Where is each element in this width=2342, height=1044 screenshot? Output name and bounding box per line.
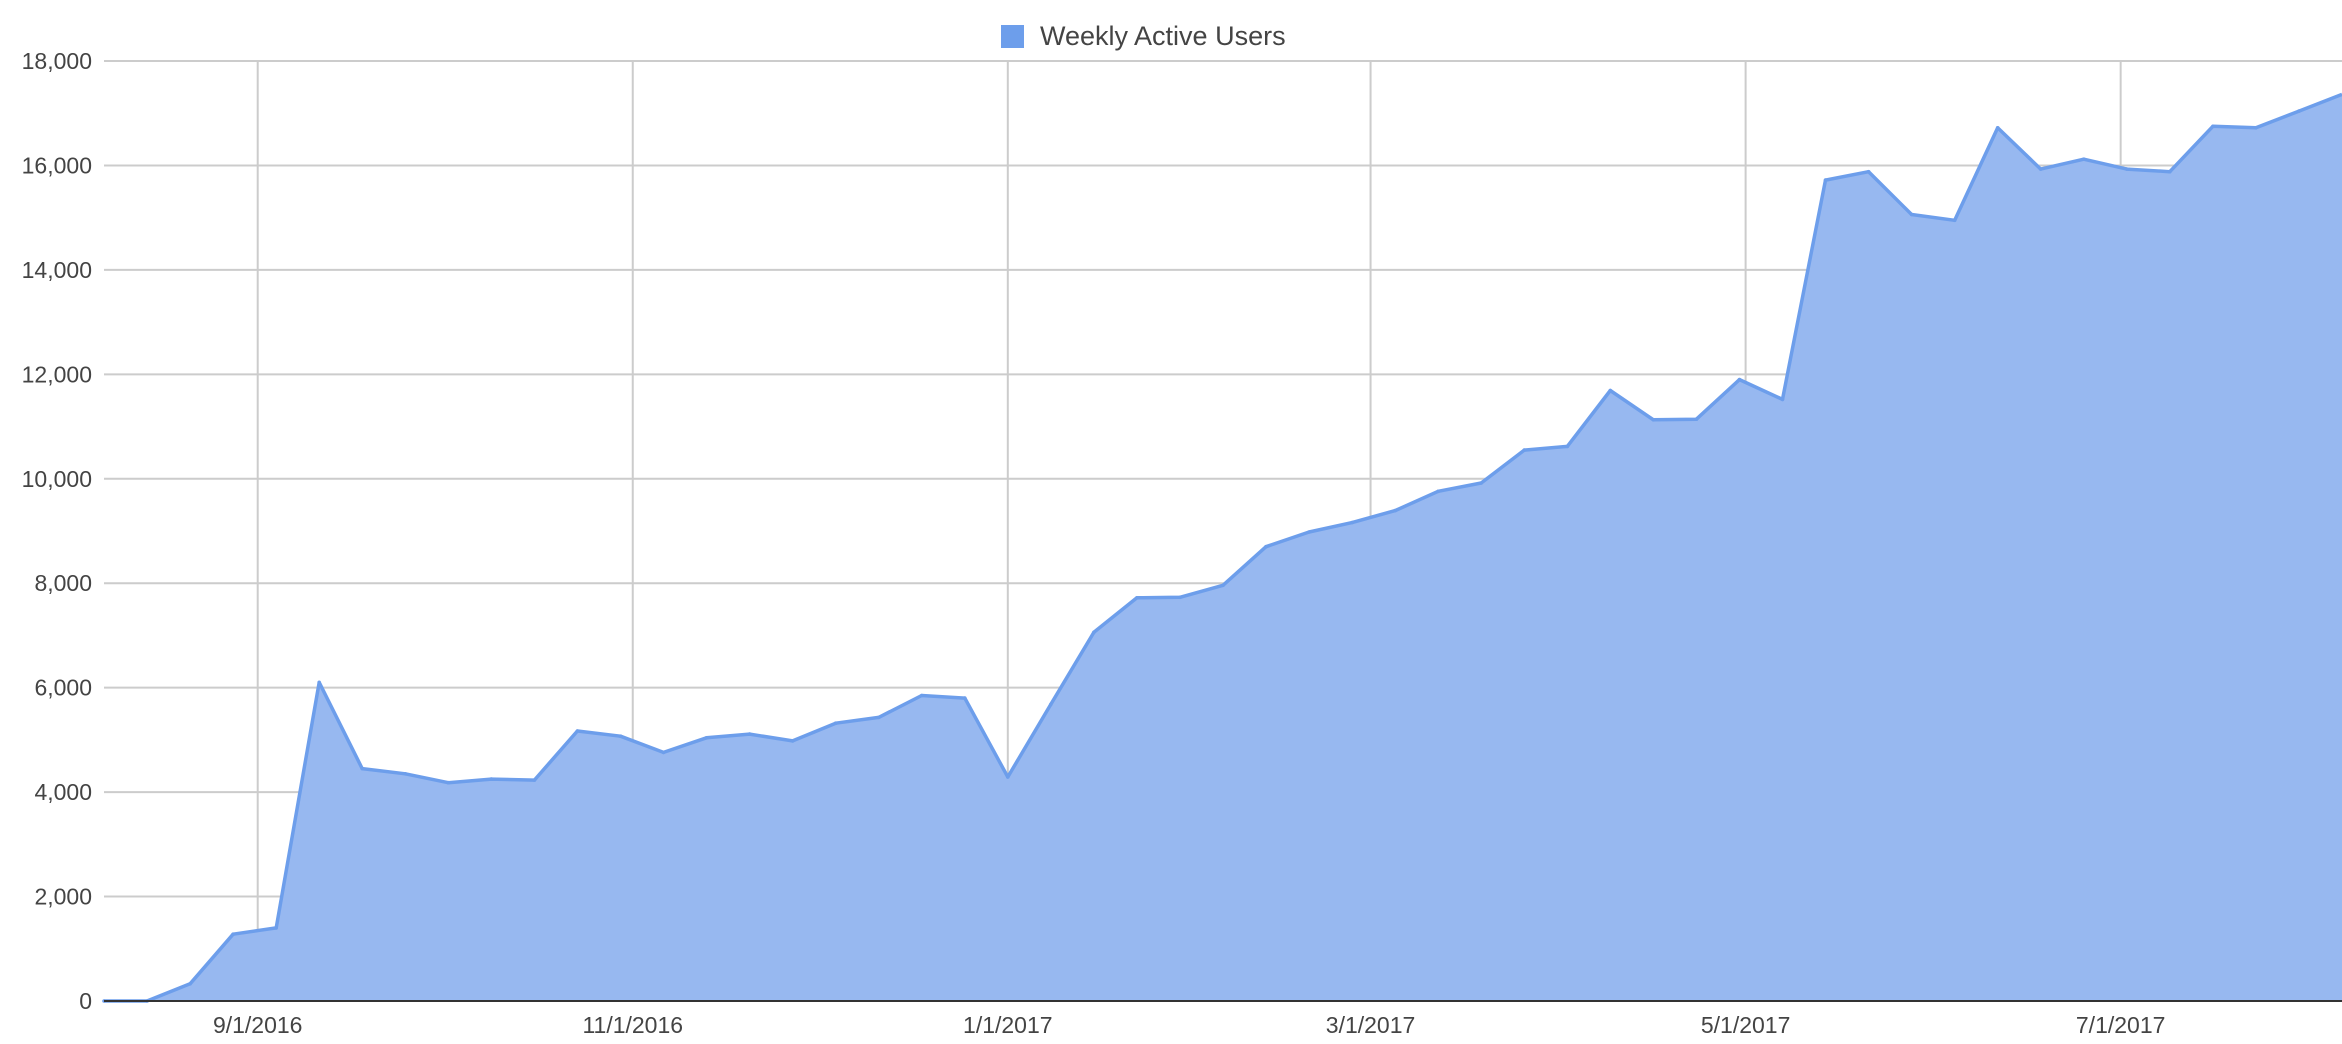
y-tick-label-8: 16,000 (22, 152, 92, 178)
data-point-50 (2254, 126, 2258, 130)
legend: Weekly Active Users (1001, 21, 1286, 51)
y-tick-label-9: 18,000 (22, 48, 92, 74)
y-tick-label-0: 0 (79, 988, 92, 1014)
data-point-33 (1522, 448, 1527, 452)
data-point-26 (1221, 583, 1225, 588)
data-point-38 (1737, 377, 1742, 382)
data-point-44 (1995, 126, 2000, 130)
data-point-37 (1694, 417, 1699, 422)
data-point-5 (317, 680, 322, 685)
data-point-48 (2168, 169, 2172, 174)
data-point-36 (1651, 418, 1656, 422)
y-tick-label-7: 14,000 (22, 257, 92, 283)
data-point-17 (833, 721, 838, 725)
x-tick-label-0: 9/1/2016 (213, 1012, 303, 1038)
data-point-9 (489, 777, 494, 781)
x-tick-label-1: 11/1/2016 (582, 1012, 683, 1038)
y-tick-label-2: 4,000 (34, 779, 92, 805)
data-point-4 (274, 926, 279, 930)
series-weekly-active-users (104, 92, 2342, 1003)
data-point-3 (231, 932, 235, 936)
data-point-29 (1350, 520, 1354, 525)
data-point-49 (2211, 124, 2215, 129)
data-point-18 (876, 715, 881, 720)
data-point-47 (2125, 167, 2129, 171)
data-point-19 (919, 693, 924, 698)
x-axis-tick-labels: 9/1/2016 11/1/2016 1/1/2017 3/1/2017 5/1/201… (213, 1012, 2165, 1038)
y-tick-label-1: 2,000 (34, 884, 92, 910)
data-point-39 (1780, 397, 1785, 402)
data-point-34 (1565, 444, 1570, 449)
data-point-45 (2038, 167, 2043, 171)
x-tick-label-5: 7/1/2017 (2076, 1012, 2166, 1038)
y-tick-label-5: 10,000 (22, 466, 92, 492)
data-point-32 (1479, 481, 1483, 485)
x-tick-label-2: 1/1/2017 (963, 1012, 1053, 1038)
data-point-31 (1436, 489, 1440, 494)
data-point-13 (661, 750, 666, 755)
data-point-21 (1006, 775, 1010, 779)
area-fill (104, 94, 2342, 1001)
data-point-35 (1608, 388, 1613, 393)
data-point-30 (1393, 508, 1397, 513)
data-point-43 (1952, 218, 1957, 223)
data-point-7 (403, 772, 408, 776)
data-point-6 (360, 766, 365, 771)
data-point-22 (1049, 702, 1053, 707)
data-point-8 (446, 780, 451, 785)
data-point-12 (618, 734, 623, 738)
data-point-20 (963, 696, 967, 700)
data-point-14 (704, 736, 709, 740)
x-tick-label-4: 5/1/2017 (1701, 1012, 1791, 1038)
data-point-46 (2082, 157, 2086, 161)
data-point-11 (575, 729, 580, 733)
y-tick-label-3: 6,000 (34, 675, 92, 701)
data-point-25 (1178, 595, 1182, 600)
x-tick-label-3: 3/1/2017 (1326, 1012, 1416, 1038)
data-point-16 (790, 739, 795, 743)
data-point-2 (188, 982, 192, 986)
data-point-10 (532, 778, 537, 782)
data-point-24 (1135, 596, 1139, 600)
data-point-27 (1264, 544, 1268, 549)
data-point-23 (1092, 630, 1096, 635)
legend-swatch (1001, 25, 1024, 48)
data-point-51 (2297, 109, 2301, 113)
data-points (102, 109, 2301, 1003)
legend-label-weekly-active-users: Weekly Active Users (1040, 21, 1286, 51)
data-point-40 (1823, 178, 1828, 182)
y-axis-tick-labels: 0 2,000 4,000 6,000 8,000 10,000 12,000 14,000 1… (22, 48, 92, 1014)
y-tick-label-6: 12,000 (22, 361, 92, 387)
data-point-28 (1307, 530, 1311, 534)
data-point-15 (747, 732, 752, 736)
data-point-41 (1866, 169, 1871, 174)
data-point-42 (1909, 212, 1914, 217)
y-tick-label-4: 8,000 (34, 570, 92, 596)
